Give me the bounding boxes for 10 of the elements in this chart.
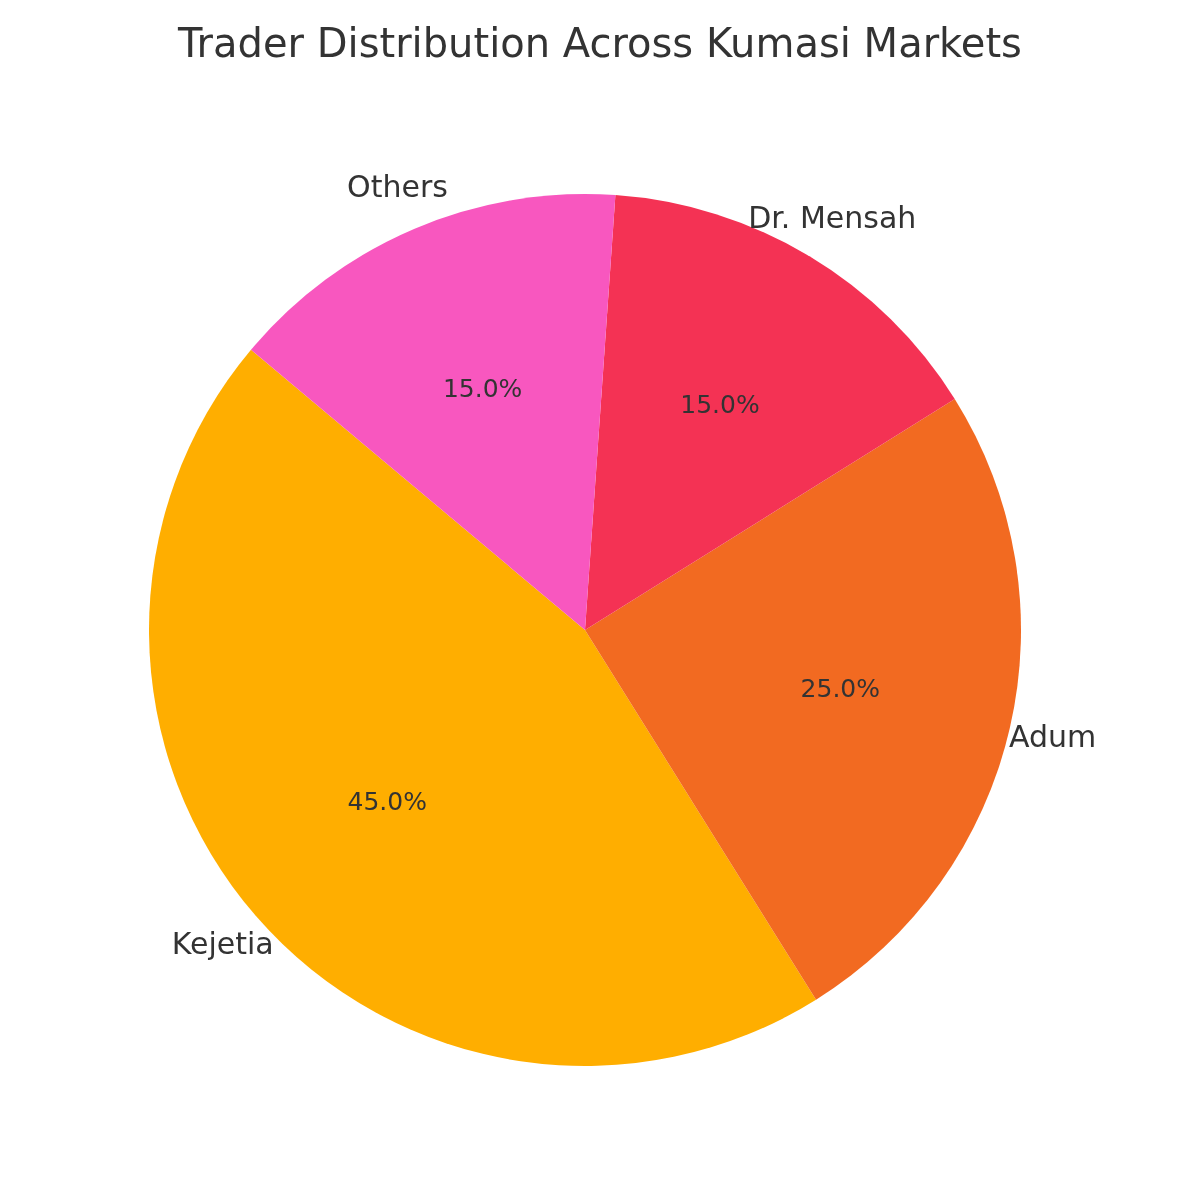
slice-label: Others xyxy=(347,169,448,205)
slice-label: Dr. Mensah xyxy=(748,199,917,235)
data-label: 45.0% xyxy=(347,786,427,816)
data-label: 25.0% xyxy=(800,673,880,703)
slice-label: Adum xyxy=(1009,718,1097,754)
data-label: 15.0% xyxy=(442,373,523,403)
data-label: 15.0% xyxy=(680,390,760,420)
slice-label: Kejetia xyxy=(171,925,274,961)
pie-slice xyxy=(585,195,955,630)
chart-title: Trader Distribution Across Kumasi Markets xyxy=(177,20,1022,66)
